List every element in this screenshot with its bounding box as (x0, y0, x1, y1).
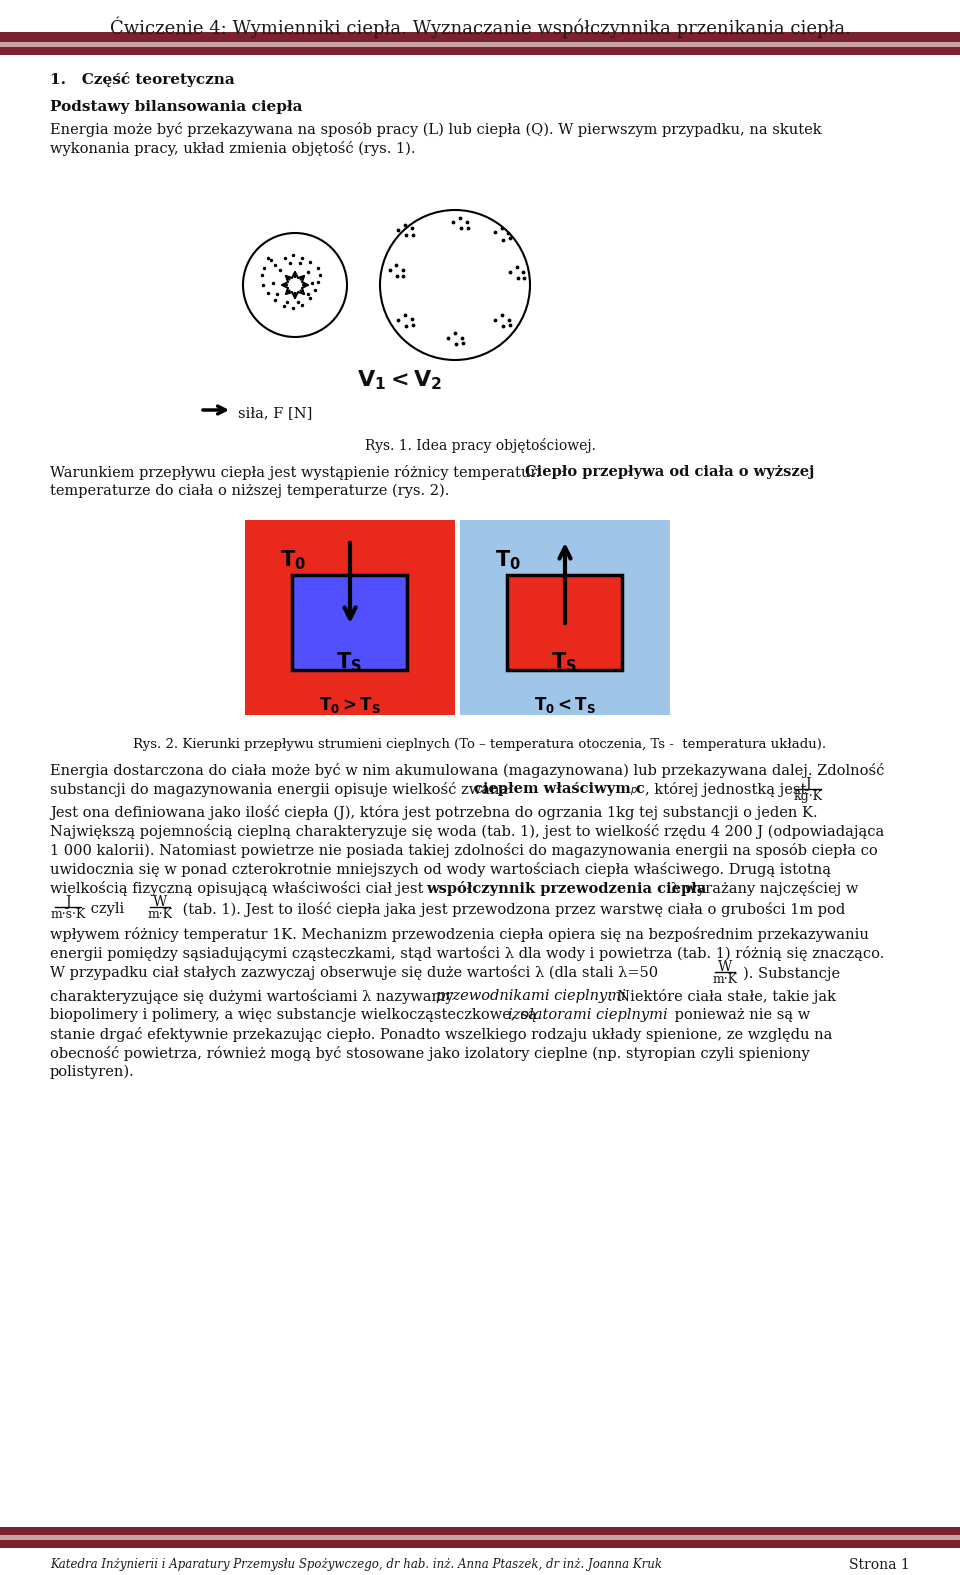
Text: $\mathbf{V_1 < V_2}$: $\mathbf{V_1 < V_2}$ (357, 369, 443, 392)
Text: czyli: czyli (86, 902, 129, 917)
Text: Ćwiczenie 4: Wymienniki ciepła. Wyznaczanie współczynnika przenikania ciepła.: Ćwiczenie 4: Wymienniki ciepła. Wyznacza… (109, 16, 851, 38)
Text: $\mathbf{T_S}$: $\mathbf{T_S}$ (551, 650, 577, 674)
Bar (245, 520, 455, 715)
Text: J: J (805, 776, 811, 791)
Text: ponieważ nie są w: ponieważ nie są w (670, 1008, 810, 1022)
Text: $\mathbf{T_S}$: $\mathbf{T_S}$ (336, 650, 362, 674)
Text: polistyren).: polistyren). (50, 1065, 134, 1079)
Text: 1.   Część teoretyczna: 1. Część teoretyczna (50, 72, 235, 87)
Text: Ciepło przepływa od ciała o wyższej: Ciepło przepływa od ciała o wyższej (525, 465, 814, 479)
Text: Największą pojemnością cieplną charakteryzuje się woda (tab. 1), jest to wielkoś: Największą pojemnością cieplną charakter… (50, 824, 884, 839)
Text: (tab. 1). Jest to ilość ciepła jaka jest przewodzona przez warstwę ciała o grubo: (tab. 1). Jest to ilość ciepła jaka jest… (178, 902, 845, 917)
Bar (292, 575, 407, 669)
Text: wykonania pracy, układ zmienia objętość (rys. 1).: wykonania pracy, układ zmienia objętość … (50, 142, 416, 156)
Text: Rys. 1. Idea pracy objętościowej.: Rys. 1. Idea pracy objętościowej. (365, 438, 595, 454)
Text: $\mathbf{T_0}$: $\mathbf{T_0}$ (280, 548, 306, 572)
Text: siła, F [N]: siła, F [N] (238, 406, 312, 421)
Text: m·K: m·K (712, 973, 737, 986)
Text: charakteryzujące się dużymi wartościami λ nazywamy: charakteryzujące się dużymi wartościami … (50, 989, 458, 1003)
Text: W: W (718, 961, 732, 973)
Text: temperaturze do ciała o niższej temperaturze (rys. 2).: temperaturze do ciała o niższej temperat… (50, 484, 449, 498)
Circle shape (380, 209, 530, 361)
Bar (0, 43, 960, 47)
Text: 1 000 kalorii). Natomiast powietrze nie posiada takiej zdolności do magazynowani: 1 000 kalorii). Natomiast powietrze nie … (50, 843, 877, 858)
Text: Katedra Inżynierii i Aparatury Przemysłu Spożywczego, dr hab. inż. Anna Ptaszek,: Katedra Inżynierii i Aparatury Przemysłu… (50, 1558, 662, 1570)
Bar (0, 1540, 960, 1548)
Text: Energia może być przekazywana na sposób pracy (L) lub ciepła (Q). W pierwszym pr: Energia może być przekazywana na sposób … (50, 121, 822, 137)
Text: współczynnik przewodzenia ciepła: współczynnik przewodzenia ciepła (426, 880, 707, 896)
Text: Rys. 2. Kierunki przepływu strumieni cieplnych (To – temperatura otoczenia, Ts -: Rys. 2. Kierunki przepływu strumieni cie… (133, 739, 827, 751)
Bar (460, 520, 670, 715)
Text: ). Substancje: ). Substancje (743, 967, 840, 981)
Bar (0, 47, 960, 55)
Text: wpływem różnicy temperatur 1K. Mechanizm przewodzenia ciepła opiera się na bezpo: wpływem różnicy temperatur 1K. Mechanizm… (50, 928, 869, 942)
Text: $\mathbf{T_0 > T_S}$: $\mathbf{T_0 > T_S}$ (319, 695, 381, 715)
Text: λ wyrażany najczęściej w: λ wyrażany najczęściej w (666, 880, 858, 896)
Text: Strona 1: Strona 1 (850, 1558, 910, 1572)
Text: Podstawy bilansowania ciepła: Podstawy bilansowania ciepła (50, 99, 302, 113)
Text: uwidocznia się w ponad czterokrotnie mniejszych od wody wartościach ciepła właśc: uwidocznia się w ponad czterokrotnie mni… (50, 862, 831, 877)
Text: biopolimery i polimery, a więc substancje wielkocząsteczkowe, są: biopolimery i polimery, a więc substancj… (50, 1008, 541, 1022)
Text: m·K: m·K (148, 909, 173, 921)
Text: przewodnikami cieplnymi: przewodnikami cieplnymi (436, 989, 626, 1003)
Text: wielkością fizyczną opisującą właściwości ciał jest: wielkością fizyczną opisującą właściwośc… (50, 880, 428, 896)
Text: , której jednostką jest: , której jednostką jest (645, 783, 806, 797)
Text: izolatorami cieplnymi: izolatorami cieplnymi (508, 1008, 667, 1022)
Text: Warunkiem przepływu ciepła jest wystąpienie różnicy temperatur.: Warunkiem przepływu ciepła jest wystąpie… (50, 465, 545, 480)
Text: energii pomiędzy sąsiadującymi cząsteczkami, stąd wartości λ dla wody i powietrz: energii pomiędzy sąsiadującymi cząsteczk… (50, 947, 884, 961)
Text: ciepłem właściwym c: ciepłem właściwym c (474, 783, 645, 795)
Bar (0, 1528, 960, 1536)
Text: obecność powietrza, również mogą być stosowane jako izolatory cieplne (np. styro: obecność powietrza, również mogą być sto… (50, 1046, 809, 1062)
Bar (0, 1536, 960, 1540)
Text: Jest ona definiowana jako ilość ciepła (J), która jest potrzebna do ogrzania 1kg: Jest ona definiowana jako ilość ciepła (… (50, 805, 818, 821)
Text: kg·K: kg·K (793, 791, 823, 803)
Bar (0, 32, 960, 43)
Text: $_p$: $_p$ (630, 784, 637, 799)
Text: J: J (65, 895, 71, 909)
Text: $\mathbf{T_0}$: $\mathbf{T_0}$ (495, 548, 521, 572)
Text: stanie drgać efektywnie przekazując ciepło. Ponadto wszelkiego rodzaju układy sp: stanie drgać efektywnie przekazując ciep… (50, 1027, 832, 1043)
Text: . Niektóre ciała stałe, takie jak: . Niektóre ciała stałe, takie jak (608, 989, 836, 1003)
Text: Energia dostarczona do ciała może być w nim akumulowana (magazynowana) lub przek: Energia dostarczona do ciała może być w … (50, 762, 884, 778)
Text: m·s·K: m·s·K (50, 909, 85, 921)
Text: substancji do magazynowania energii opisuje wielkość zwana: substancji do magazynowania energii opis… (50, 783, 513, 797)
Text: W przypadku ciał stałych zazwyczaj obserwuje się duże wartości λ (dla stali λ=50: W przypadku ciał stałych zazwyczaj obser… (50, 965, 659, 980)
Text: $\mathbf{T_0 < T_S}$: $\mathbf{T_0 < T_S}$ (534, 695, 596, 715)
Text: W: W (153, 895, 167, 909)
Circle shape (243, 233, 347, 337)
Bar (507, 575, 622, 669)
